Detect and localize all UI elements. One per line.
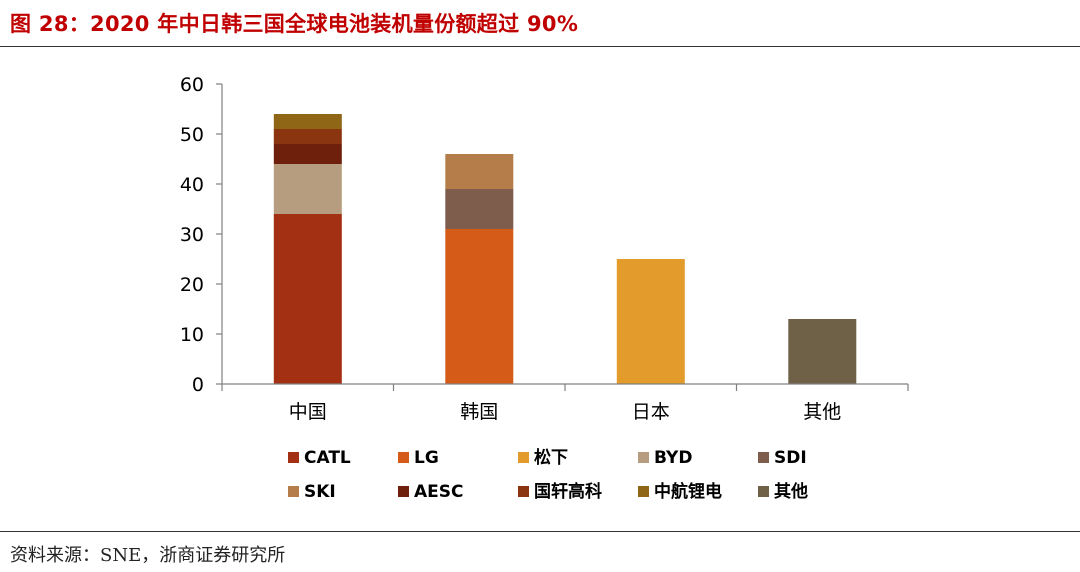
legend-swatch-9 [758,486,769,497]
top-rule [0,46,1080,47]
y-tick-label-3: 30 [180,224,204,246]
bars-layer [273,114,857,384]
legend-label-3: BYD [654,448,692,468]
legend-label-0: CATL [304,448,351,468]
legend-label-7: 国轩高科 [534,481,602,502]
figure-title: 图 28：2020 年中日韩三国全球电池装机量份额超过 90% [10,8,578,38]
x-tick-label-0: 中国 [289,401,327,423]
source-note: 资料来源：SNE，浙商证券研究所 [10,545,286,566]
bar-segment-6-0 [273,144,342,164]
bar-segment-1-1 [445,229,514,384]
bar-segment-8-0 [273,114,342,129]
y-tick-label-2: 20 [180,274,204,296]
bar-segment-7-0 [273,129,342,144]
y-tick-label-4: 40 [180,174,204,196]
legend-label-4: SDI [774,448,807,468]
bottom-rule [0,531,1080,532]
legend-label-5: SKI [304,482,336,502]
axes-layer: 0 10 20 30 40 50 60 中国 韩国 日本 其他 [180,74,909,423]
legend-swatch-7 [518,486,529,497]
legend-label-9: 其他 [774,481,808,502]
bar-segment-5-1 [445,154,514,189]
legend-label-2: 松下 [534,447,568,468]
legend-swatch-4 [758,452,769,463]
legend-swatch-1 [398,452,409,463]
bar-segment-9-3 [788,319,857,384]
bar-segment-2-2 [616,259,685,384]
legend-label-8: 中航锂电 [654,481,722,502]
figure-title-text: 2020 年中日韩三国全球电池装机量份额超过 90% [90,12,579,36]
legend-label-6: AESC [414,482,464,502]
x-tick-label-3: 其他 [803,401,841,423]
bar-segment-3-0 [273,164,342,214]
bar-segment-0-0 [273,214,342,384]
legend-swatch-8 [638,486,649,497]
legend-swatch-3 [638,452,649,463]
y-tick-label-0: 0 [192,374,204,396]
legend-swatch-5 [288,486,299,497]
x-tick-label-2: 日本 [632,401,670,423]
y-tick-label-6: 60 [180,74,204,96]
y-tick-label-1: 10 [180,324,204,346]
legend-label-1: LG [414,448,439,468]
figure-label: 图 28： [10,12,91,36]
y-tick-label-5: 50 [180,124,204,146]
bar-segment-4-1 [445,189,514,229]
x-tick-label-1: 韩国 [460,401,498,423]
legend: CATL LG 松下 BYD SDI SKI AESC 国轩高科 中航锂电 其他 [288,447,808,502]
legend-swatch-6 [398,486,409,497]
legend-swatch-0 [288,452,299,463]
legend-swatch-2 [518,452,529,463]
